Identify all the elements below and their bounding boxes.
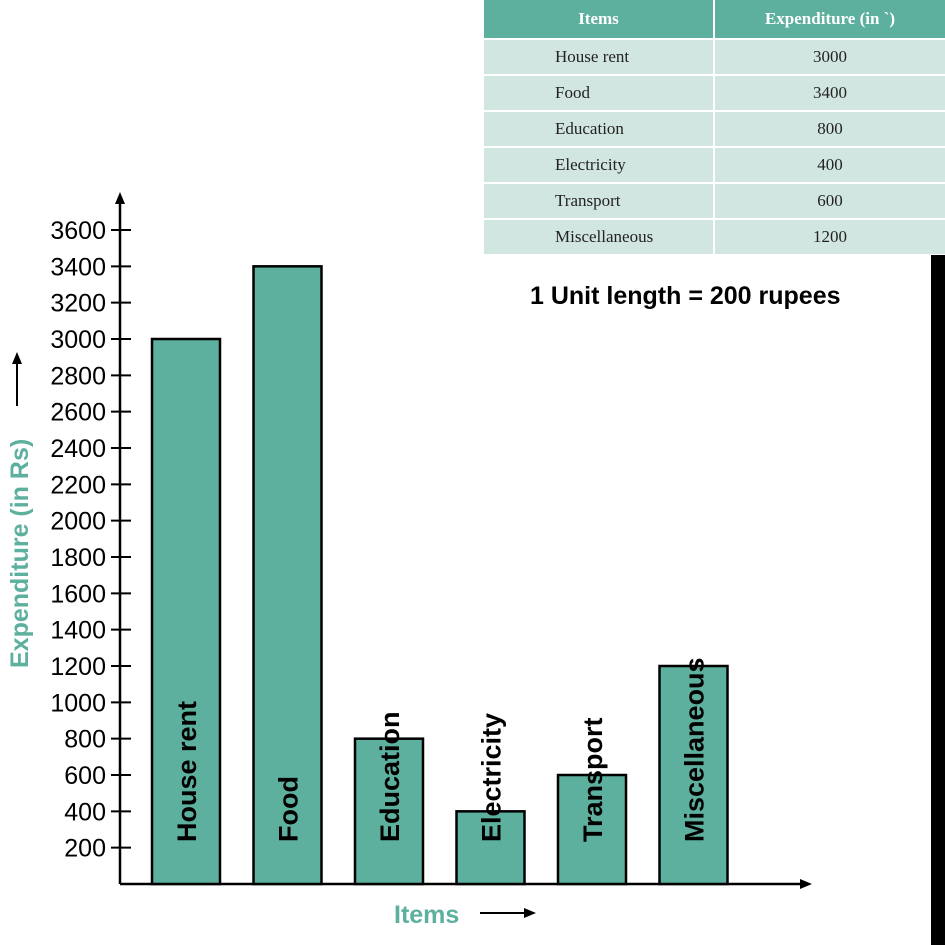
x-axis-arrow: [800, 879, 812, 889]
y-tick-label: 3000: [50, 326, 106, 354]
y-tick-label: 600: [64, 762, 106, 790]
table-cell-item: Education: [484, 112, 715, 148]
bar: [353, 737, 425, 886]
y-tick-label: 3400: [50, 253, 106, 281]
y-tick-label: 2200: [50, 471, 106, 499]
bar: [252, 265, 323, 886]
table-cell-item: Transport: [484, 184, 715, 220]
y-tick-label: 2000: [50, 508, 106, 536]
x-title-arrow-head: [524, 908, 536, 918]
edge-bar: [931, 255, 945, 945]
table-cell-value: 600: [715, 184, 945, 220]
table-cell-value: 400: [715, 148, 945, 184]
bar: [556, 773, 628, 886]
unit-note: 1 Unit length = 200 rupees: [530, 282, 841, 310]
table-cell-value: 3400: [715, 76, 945, 112]
table-cell-item: Food: [484, 76, 715, 112]
bar: [658, 664, 729, 886]
table-row: Transport 600: [484, 184, 945, 220]
bar-label: Food: [274, 776, 304, 842]
bar: [455, 810, 526, 886]
y-axis-title: Expenditure (in Rs): [6, 439, 34, 668]
y-title-arrow-head: [12, 352, 22, 364]
table-cell-item: Electricity: [484, 148, 715, 184]
y-axis-arrow: [115, 192, 125, 204]
table-row: House rent 3000: [484, 40, 945, 76]
table-cell-value: 800: [715, 112, 945, 148]
bar-label: Miscellaneous: [680, 657, 710, 842]
table-cell-item: Miscellaneous: [484, 220, 715, 256]
table-header-row: Items Expenditure (in `): [484, 0, 945, 40]
table-header-items: Items: [484, 0, 715, 40]
bar-label: House rent: [172, 701, 202, 842]
y-tick-label: 1200: [50, 653, 106, 681]
y-tick-label: 2400: [50, 435, 106, 463]
y-tick-label: 1400: [50, 617, 106, 645]
bar-label: Transport: [578, 717, 608, 842]
y-tick-label: 2800: [50, 362, 106, 390]
y-tick-label: 3200: [50, 290, 106, 318]
y-tick-label: 1600: [50, 580, 106, 608]
table-cell-value: 3000: [715, 40, 945, 76]
bar-label: Electricity: [477, 713, 507, 842]
table-row: Electricity 400: [484, 148, 945, 184]
table-row: Miscellaneous 1200: [484, 220, 945, 256]
y-tick-label: 400: [64, 798, 106, 826]
y-tick-label: 2600: [50, 399, 106, 427]
y-tick-label: 1000: [50, 689, 106, 717]
bar-label: Education: [375, 711, 405, 842]
table-row: Food 3400: [484, 76, 945, 112]
y-tick-label: 1800: [50, 544, 106, 572]
y-tick-label: 200: [64, 835, 106, 863]
x-axis-title: Items: [394, 901, 459, 929]
y-tick-label: 800: [64, 726, 106, 754]
bar: [150, 337, 222, 886]
table-cell-value: 1200: [715, 220, 945, 256]
table-cell-item: House rent: [484, 40, 715, 76]
expenditure-table: Items Expenditure (in `) House rent 3000…: [484, 0, 945, 256]
table-header-expenditure: Expenditure (in `): [715, 0, 945, 40]
y-tick-label: 3600: [50, 217, 106, 245]
table-row: Education 800: [484, 112, 945, 148]
